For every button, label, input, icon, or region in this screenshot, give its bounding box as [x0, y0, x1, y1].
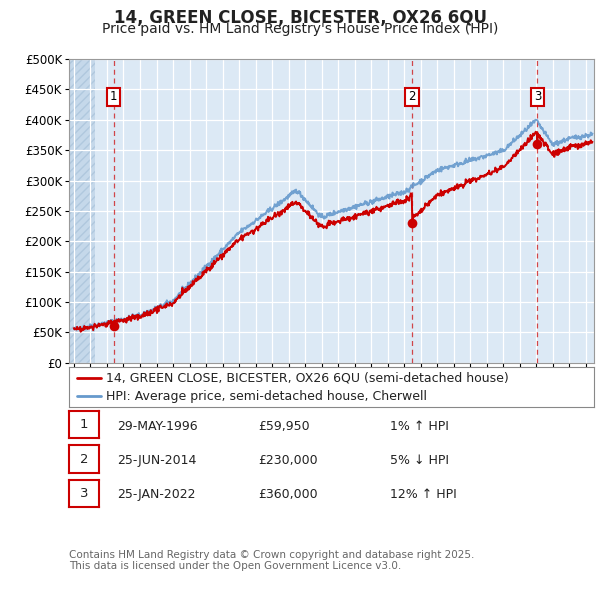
Text: 3: 3 — [80, 487, 88, 500]
Text: 14, GREEN CLOSE, BICESTER, OX26 6QU (semi-detached house): 14, GREEN CLOSE, BICESTER, OX26 6QU (sem… — [106, 371, 509, 384]
Text: 2: 2 — [80, 453, 88, 466]
Text: £360,000: £360,000 — [258, 489, 317, 502]
Text: Contains HM Land Registry data © Crown copyright and database right 2025.
This d: Contains HM Land Registry data © Crown c… — [69, 550, 475, 572]
Text: HPI: Average price, semi-detached house, Cherwell: HPI: Average price, semi-detached house,… — [106, 390, 427, 403]
Text: 1: 1 — [110, 90, 118, 103]
Text: 1% ↑ HPI: 1% ↑ HPI — [390, 420, 449, 433]
Text: 25-JUN-2014: 25-JUN-2014 — [117, 454, 196, 467]
Text: £59,950: £59,950 — [258, 420, 310, 433]
Text: Price paid vs. HM Land Registry's House Price Index (HPI): Price paid vs. HM Land Registry's House … — [102, 22, 498, 36]
Text: 12% ↑ HPI: 12% ↑ HPI — [390, 489, 457, 502]
Bar — [69, 59, 95, 363]
Text: 1: 1 — [80, 418, 88, 431]
Text: 2: 2 — [409, 90, 416, 103]
Text: 3: 3 — [533, 90, 541, 103]
Text: 14, GREEN CLOSE, BICESTER, OX26 6QU: 14, GREEN CLOSE, BICESTER, OX26 6QU — [113, 9, 487, 27]
Text: 5% ↓ HPI: 5% ↓ HPI — [390, 454, 449, 467]
Text: £230,000: £230,000 — [258, 454, 317, 467]
Text: 25-JAN-2022: 25-JAN-2022 — [117, 489, 196, 502]
Text: 29-MAY-1996: 29-MAY-1996 — [117, 420, 197, 433]
